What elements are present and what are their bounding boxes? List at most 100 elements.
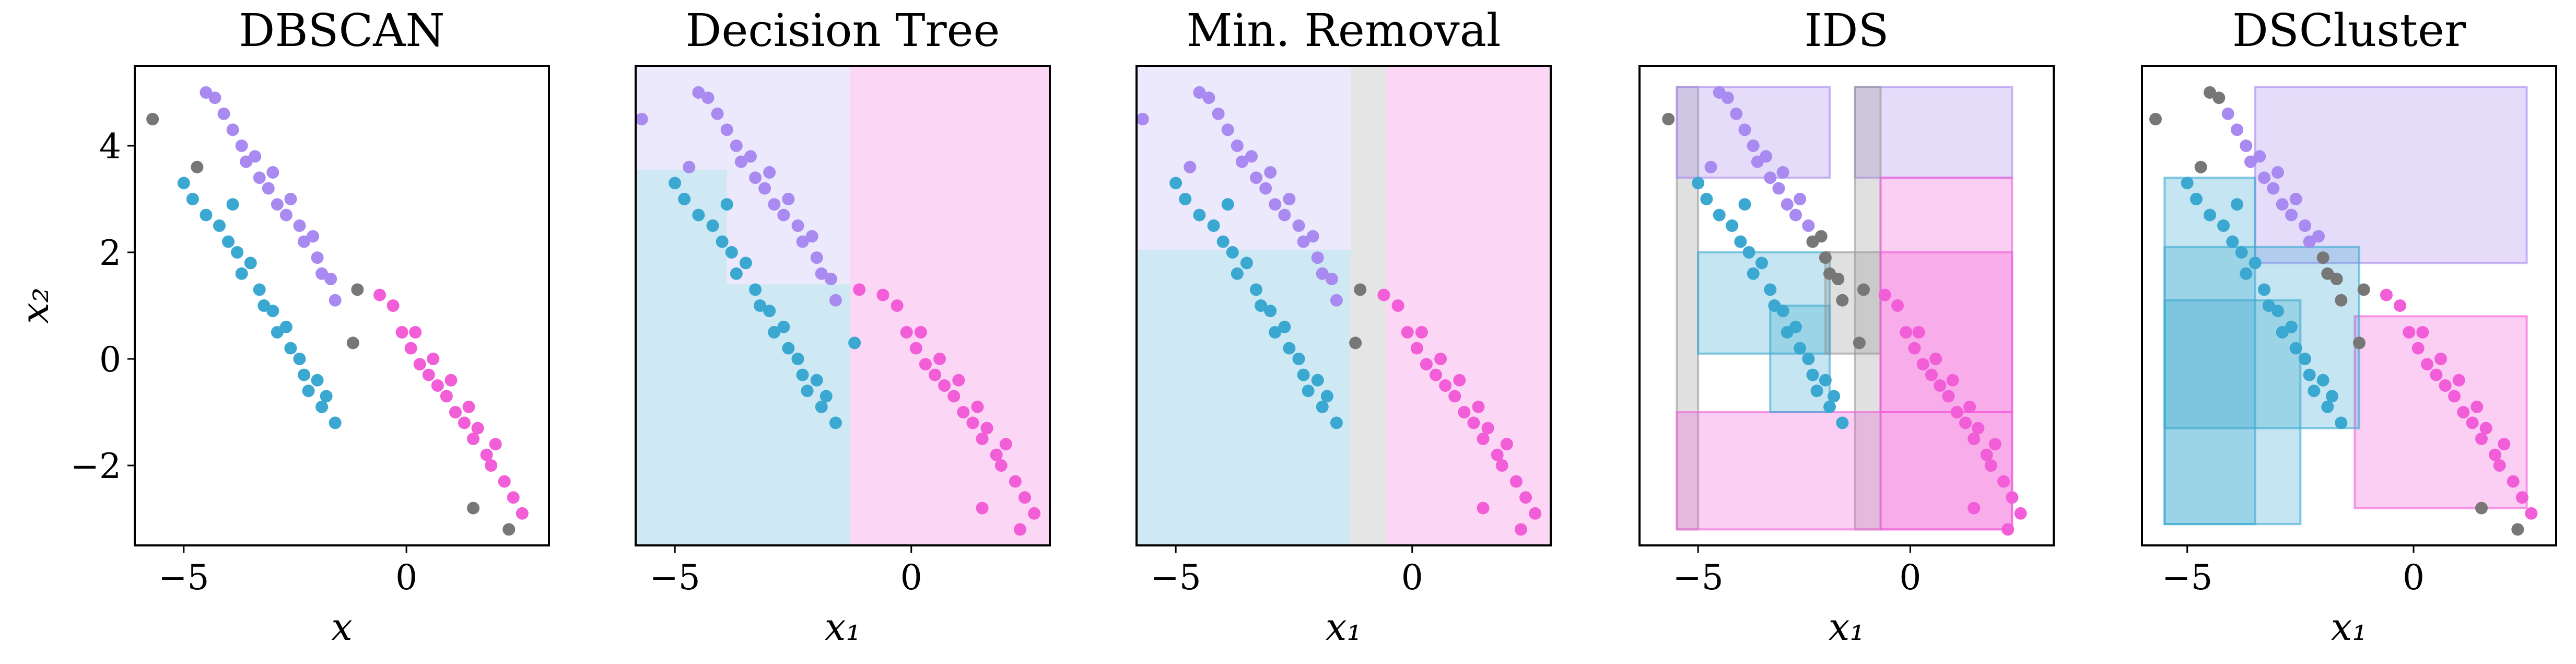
point (810, 374, 823, 387)
point (2493, 459, 2506, 472)
point (791, 219, 804, 232)
point (485, 459, 498, 472)
point (683, 160, 696, 173)
point (2489, 448, 2501, 461)
point (222, 235, 235, 248)
point (1772, 182, 1785, 195)
point (1755, 257, 1768, 270)
panel-title: DBSCAN (239, 5, 444, 57)
point (1311, 251, 1324, 264)
point (947, 390, 961, 403)
point (919, 358, 932, 371)
x-axis-label: x₁ (1326, 605, 1362, 649)
point (2498, 438, 2511, 451)
point (957, 406, 970, 418)
point (744, 150, 757, 163)
point (2316, 251, 2329, 264)
x-tick-label: −5 (649, 557, 700, 598)
point (1316, 400, 1329, 413)
point (2330, 273, 2343, 285)
x-tick-label: 0 (2403, 557, 2425, 598)
point (829, 294, 842, 307)
point (2204, 208, 2216, 222)
point (462, 400, 475, 413)
point (200, 208, 213, 222)
point (1950, 406, 1963, 418)
point (1320, 390, 1333, 403)
point (186, 193, 199, 205)
point (1789, 320, 1802, 333)
point (2226, 235, 2239, 248)
point (2421, 358, 2433, 371)
point (1410, 342, 1423, 355)
point (293, 219, 306, 232)
point (1713, 208, 1726, 222)
point (1734, 235, 1747, 248)
point (1836, 416, 1849, 429)
point (449, 406, 462, 418)
point (2262, 299, 2275, 312)
point (966, 416, 979, 429)
point (2271, 305, 2284, 318)
point (2335, 416, 2348, 429)
point (2271, 166, 2284, 179)
point (2267, 182, 2280, 195)
point (768, 326, 781, 339)
point (191, 160, 204, 173)
point (730, 267, 743, 280)
point (2276, 198, 2289, 211)
point (815, 267, 828, 280)
point (1278, 208, 1291, 222)
point (311, 251, 324, 264)
point (1908, 342, 1921, 355)
point (2303, 235, 2316, 248)
point (1495, 459, 1508, 472)
point (720, 123, 733, 136)
point (444, 374, 458, 387)
x-tick-label: 0 (1401, 557, 1423, 598)
point (1968, 433, 1981, 445)
point (1184, 160, 1197, 173)
point (1297, 235, 1310, 248)
point (1250, 171, 1263, 184)
point (635, 113, 648, 125)
x-tick-label: 0 (1899, 557, 1921, 598)
point (1434, 353, 1447, 365)
point (2448, 390, 2461, 403)
point (815, 400, 828, 413)
y-tick-label: 2 (99, 233, 121, 273)
point (1819, 374, 1832, 387)
region (2353, 315, 2528, 509)
point (1802, 219, 1815, 232)
point (440, 390, 453, 403)
point (2299, 219, 2311, 232)
point (2194, 160, 2207, 173)
point (2014, 507, 2027, 520)
point (1929, 353, 1942, 365)
point (1278, 320, 1291, 333)
point (279, 320, 292, 333)
point (1207, 219, 1220, 232)
x-axis-label: x (331, 605, 353, 649)
point (801, 385, 814, 398)
point (1700, 193, 1713, 205)
point (2475, 502, 2488, 515)
point (2475, 433, 2488, 445)
point (1269, 198, 1282, 211)
point (2516, 491, 2528, 504)
point (971, 400, 984, 413)
point (2231, 123, 2243, 136)
point (2416, 326, 2429, 339)
point (1297, 368, 1310, 381)
point (2439, 379, 2452, 392)
point (2149, 113, 2162, 125)
point (244, 257, 257, 270)
axes-frame (635, 65, 1051, 546)
point (1420, 358, 1433, 371)
point (749, 171, 762, 184)
point (2312, 230, 2325, 243)
region (1824, 251, 1882, 355)
point (1832, 273, 1845, 285)
point (467, 433, 480, 445)
point (253, 171, 266, 184)
